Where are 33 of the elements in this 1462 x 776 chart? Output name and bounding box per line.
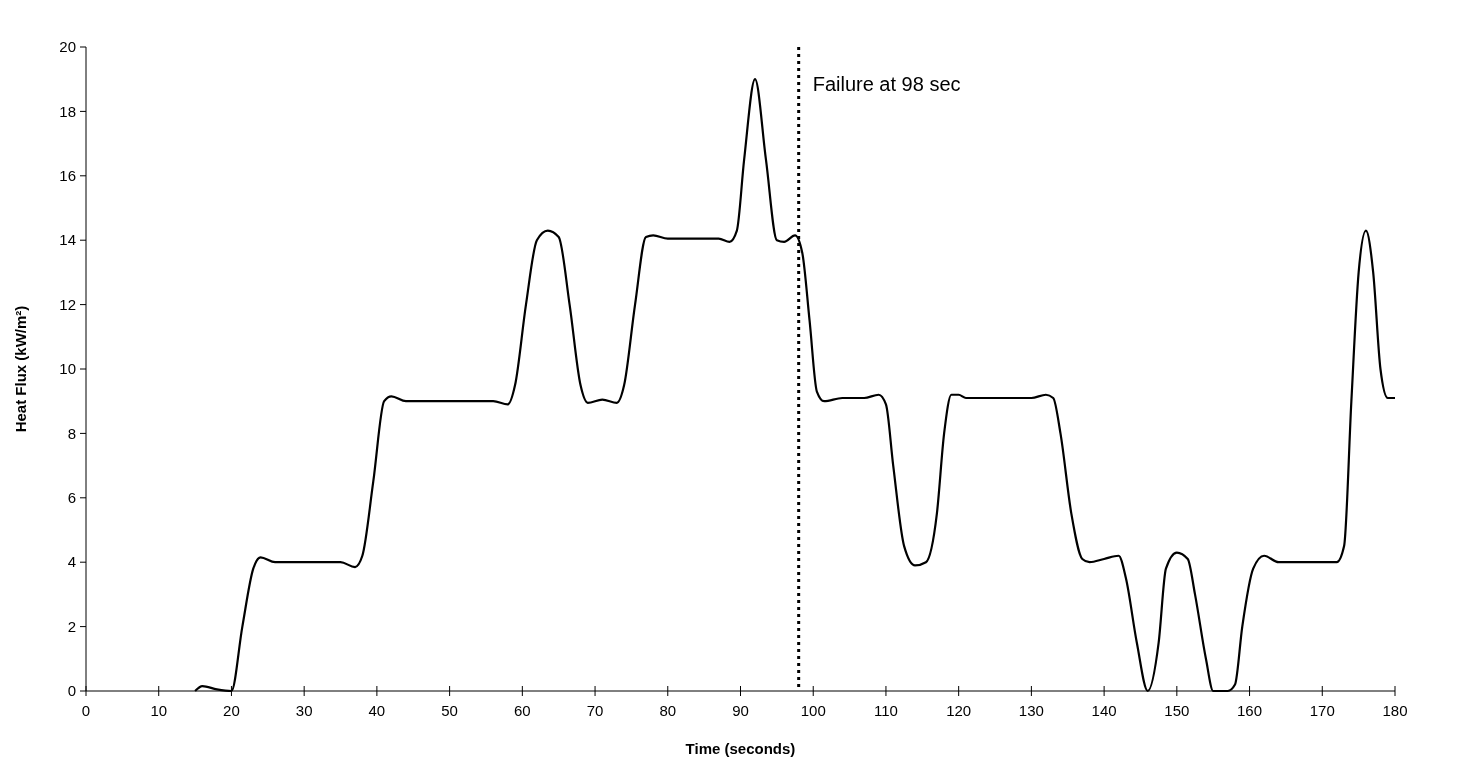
- x-tick-label: 110: [873, 702, 898, 719]
- y-tick-label: 0: [67, 682, 76, 700]
- x-tick-label: 180: [1382, 702, 1408, 719]
- y-tick-label: 6: [67, 489, 76, 507]
- y-tick-label: 16: [59, 167, 76, 185]
- x-tick-label: 50: [441, 702, 458, 719]
- y-tick-label: 4: [67, 553, 76, 571]
- x-tick-label: 150: [1164, 702, 1190, 719]
- y-tick-label: 20: [59, 38, 76, 56]
- y-axis-title: Heat Flux (kW/m²): [12, 305, 29, 433]
- x-tick-label: 10: [150, 702, 168, 719]
- y-tick-label: 14: [59, 231, 76, 249]
- x-tick-label: 70: [586, 702, 604, 719]
- y-tick-label: 12: [59, 295, 76, 313]
- x-tick-label: 130: [1018, 702, 1044, 719]
- x-tick-label: 0: [81, 702, 91, 719]
- x-tick-label: 140: [1091, 702, 1117, 719]
- x-tick-label: 40: [368, 702, 386, 719]
- y-tick-label: 18: [59, 102, 76, 120]
- x-tick-label: 170: [1309, 702, 1335, 719]
- x-axis-title: Time (seconds): [685, 740, 796, 757]
- x-tick-label: 20: [223, 702, 240, 719]
- x-tick-label: 120: [946, 702, 972, 719]
- x-tick-label: 100: [800, 702, 826, 719]
- x-tick-label: 90: [732, 702, 749, 719]
- x-tick-label: 160: [1237, 702, 1263, 719]
- y-tick-label: 8: [67, 424, 76, 442]
- x-tick-label: 60: [513, 702, 531, 719]
- y-tick-label: 2: [67, 617, 76, 635]
- x-tick-label: 80: [659, 702, 677, 719]
- ref-line-label: Failure at 98 sec: [812, 73, 961, 95]
- x-tick-label: 30: [295, 702, 313, 719]
- y-tick-label: 10: [59, 360, 76, 378]
